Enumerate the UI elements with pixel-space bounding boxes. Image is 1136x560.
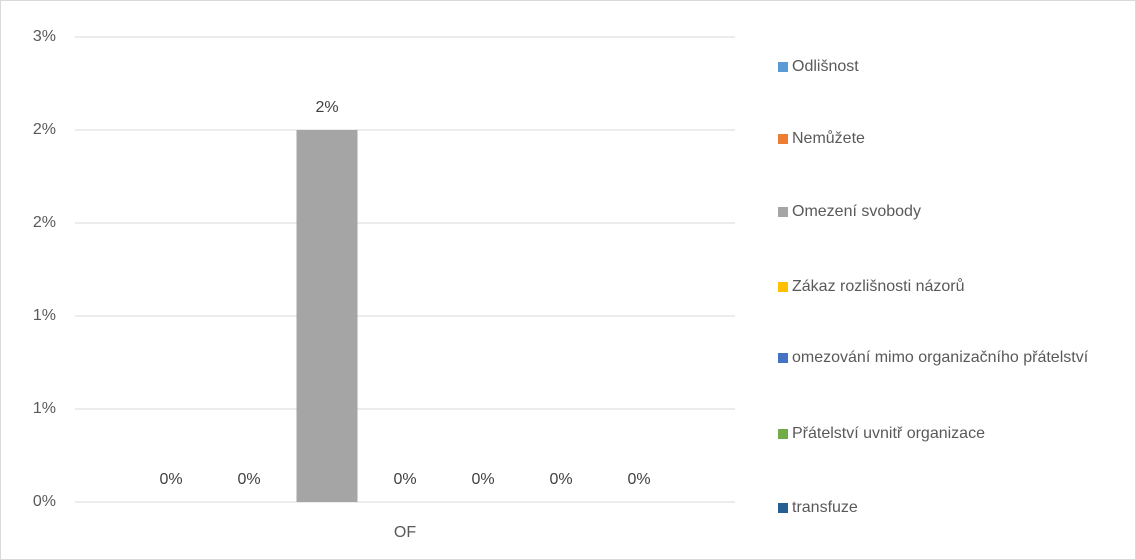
bar <box>296 130 358 502</box>
data-label: 2% <box>315 99 338 116</box>
legend: Odlišnost Nemůžete Omezení svobody Zákaz ro… <box>778 0 1118 560</box>
legend-item: omezování mimo organizačního přátelství <box>778 346 1118 370</box>
legend-label: Nemůžete <box>792 130 865 147</box>
data-label: 0% <box>393 471 416 488</box>
x-tick-label: OF <box>394 524 416 541</box>
legend-swatch <box>778 503 788 513</box>
legend-swatch <box>778 429 788 439</box>
y-tick-label: 3% <box>33 28 56 45</box>
y-tick-label: 2% <box>33 214 56 231</box>
y-tick-label: 2% <box>33 121 56 138</box>
legend-label: transfuze <box>792 499 858 516</box>
y-tick-label: 0% <box>33 493 56 510</box>
legend-label: Odlišnost <box>792 58 859 75</box>
legend-swatch <box>778 207 788 217</box>
data-label: 0% <box>159 471 182 488</box>
legend-item: transfuze <box>778 496 1118 520</box>
legend-label: Zákaz rozlišnosti názorů <box>792 278 965 295</box>
legend-swatch <box>778 282 788 292</box>
legend-item: Zákaz rozlišnosti názorů <box>778 275 1118 299</box>
legend-item: Omezení svobody <box>778 200 1118 224</box>
y-tick-label: 1% <box>33 307 56 324</box>
y-tick-label: 1% <box>33 400 56 417</box>
legend-swatch <box>778 134 788 144</box>
data-label: 0% <box>549 471 572 488</box>
data-label: 0% <box>627 471 650 488</box>
legend-item: Odlišnost <box>778 55 1118 79</box>
legend-swatch <box>778 62 788 72</box>
legend-label: omezování mimo organizačního přátelství <box>792 349 1089 366</box>
legend-label: Omezení svobody <box>792 203 921 220</box>
legend-swatch <box>778 353 788 363</box>
data-label: 0% <box>237 471 260 488</box>
legend-label: Přátelství uvnitř organizace <box>792 425 985 442</box>
legend-item: Přátelství uvnitř organizace <box>778 422 1118 446</box>
data-label: 0% <box>471 471 494 488</box>
legend-item: Nemůžete <box>778 127 1118 151</box>
